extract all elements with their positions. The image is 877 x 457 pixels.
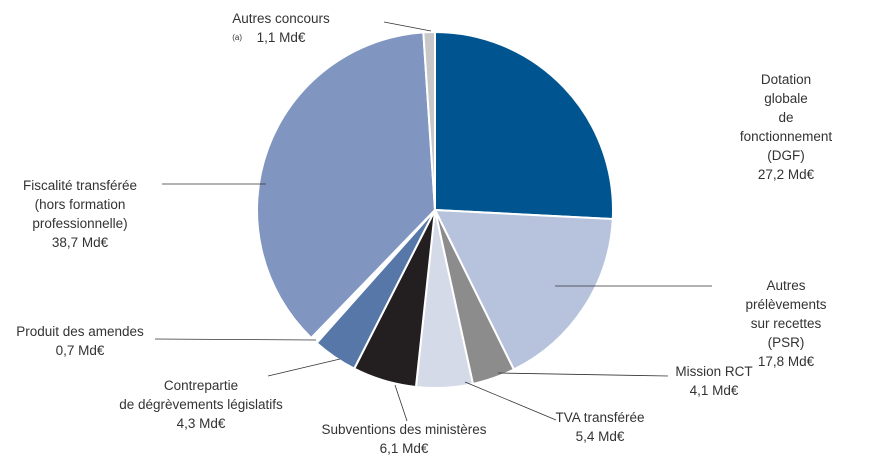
slice-label: Autres concours (a) 1,1 Md€ <box>232 9 330 47</box>
slice-label: Mission RCT 4,1 Md€ <box>675 362 752 400</box>
slice-label: Subventions des ministères 6,1 Md€ <box>321 420 486 457</box>
value-label: 27,2 Md€ <box>757 167 815 182</box>
leader-line <box>497 372 669 377</box>
slice-label: Fiscalité transférée (hors formation pro… <box>23 176 137 252</box>
pie-slice <box>256 31 437 340</box>
slice-label: Autres prélèvements sur recettes (PSR) 17… <box>741 276 832 371</box>
value-label: 1,1 Md€ <box>256 30 306 45</box>
slice-label: Dotation globale de fonctionnement (DGF)… <box>740 70 832 184</box>
value-label: 6,1 Md€ <box>379 441 429 456</box>
category-label: Mission RCT <box>675 364 753 379</box>
value-label: 0,7 Md€ <box>55 343 105 358</box>
slice-label: Produit des amendes 0,7 Md€ <box>16 322 144 360</box>
leader-line <box>267 358 341 377</box>
category-label: Fiscalité transférée (hors formation pro… <box>22 178 138 231</box>
leader-line <box>383 21 432 32</box>
category-label: Subventions des ministères <box>321 422 487 437</box>
value-label: 17,8 Md€ <box>757 354 815 369</box>
category-label: Produit des amendes <box>16 324 144 339</box>
category-label: Autres prélèvements sur recettes (PSR) <box>745 278 827 350</box>
value-label: 5,4 Md€ <box>575 429 625 444</box>
pie-slice <box>434 30 614 221</box>
category-label: Autres concours (a) <box>232 9 330 42</box>
leader-line <box>394 384 408 422</box>
category-label: TVA transférée <box>555 410 645 425</box>
pie-slice <box>422 30 436 211</box>
value-label: 4,1 Md€ <box>689 383 739 398</box>
slice-label: Contrepartie de dégrèvements législatifs… <box>119 376 283 433</box>
pie-slice <box>433 208 614 371</box>
annotation: (a) <box>232 33 243 42</box>
slice-label: TVA transférée 5,4 Md€ <box>555 408 644 446</box>
leader-line <box>154 338 317 341</box>
category-label: Dotation globale de fonctionnement (DGF) <box>739 72 833 163</box>
value-label: 38,7 Md€ <box>51 235 109 250</box>
leader-line <box>464 381 557 421</box>
value-label: 4,3 Md€ <box>176 416 226 431</box>
category-label: Contrepartie de dégrèvements législatifs <box>119 378 283 412</box>
